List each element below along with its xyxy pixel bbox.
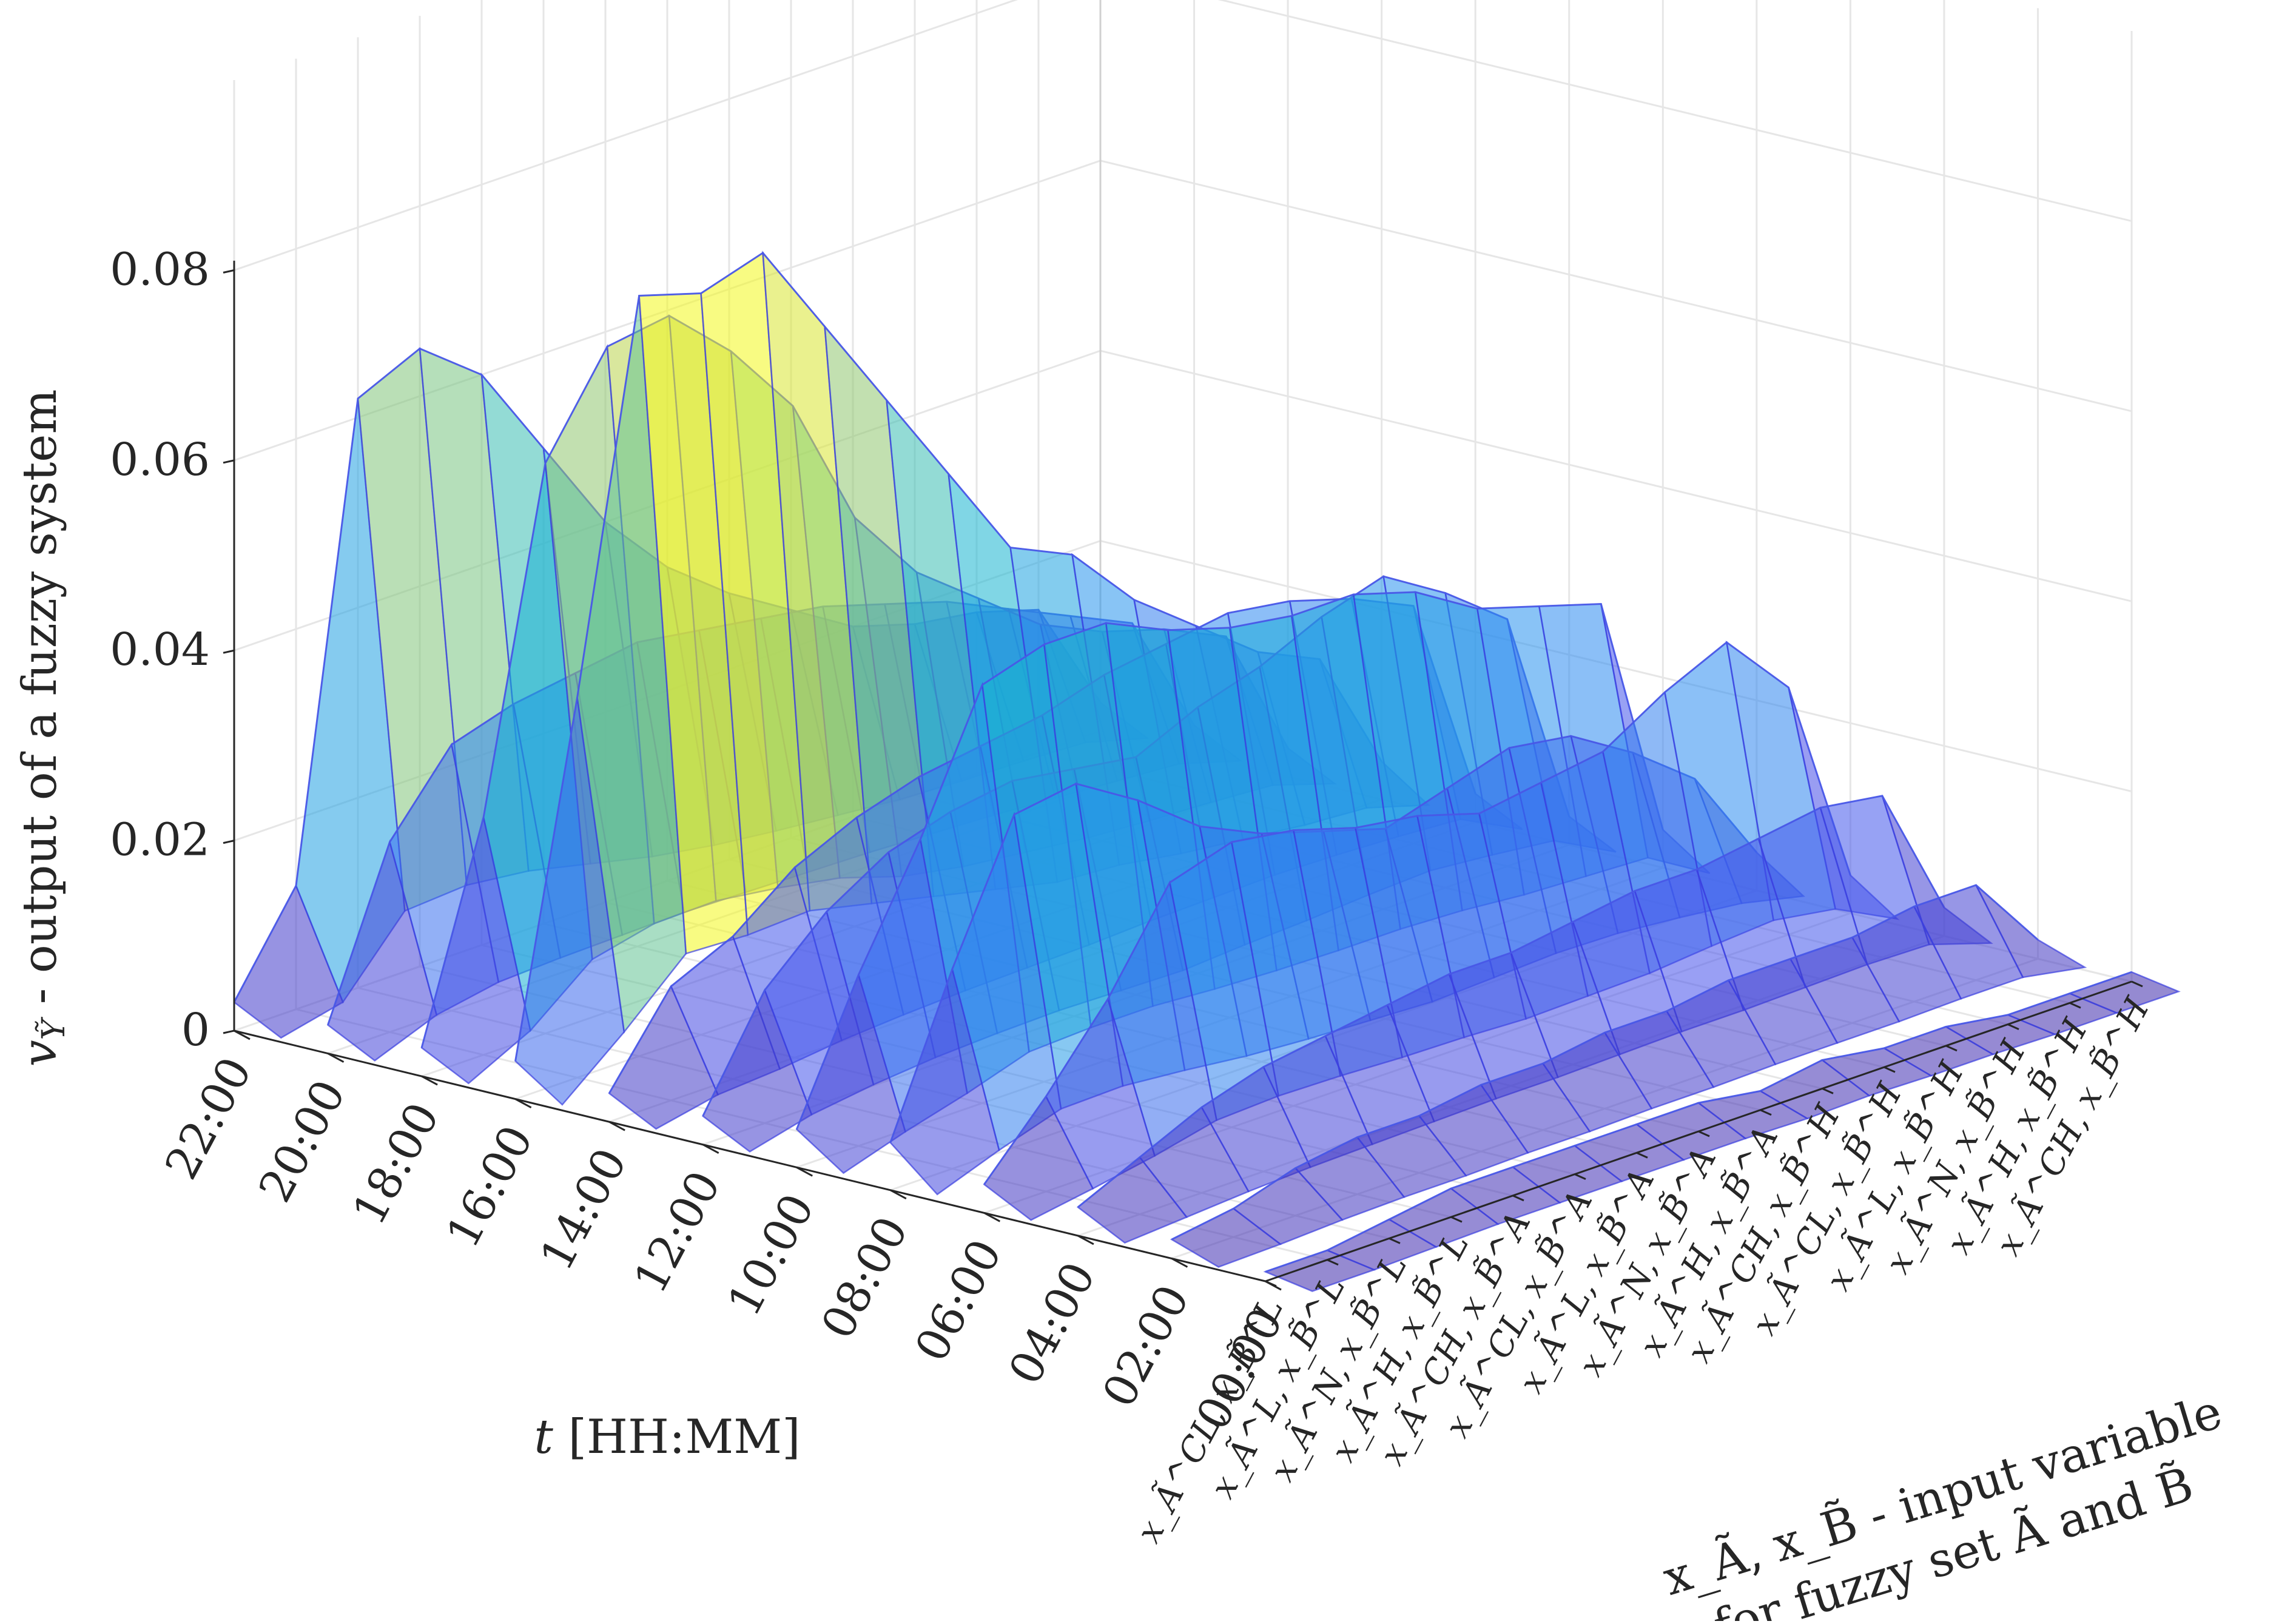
category-tick-mark (1945, 1045, 1958, 1052)
series-line (1077, 795, 1945, 1208)
t-tick-label: 04:00 (999, 1254, 1106, 1393)
t-tick-mark (514, 1098, 532, 1108)
grid-line (1100, 160, 2132, 413)
z-axis-label: vỸ - output of a fuzzy system (13, 389, 72, 1067)
category-tick-mark (1574, 1173, 1586, 1180)
z-tick-label: 0.08 (110, 243, 210, 295)
z-tick-mark (223, 459, 235, 464)
t-tick-mark (421, 1075, 438, 1086)
z-tick-mark (223, 269, 235, 274)
surface-ribbon (1170, 884, 2087, 1268)
t-tick-label: 10:00 (718, 1185, 824, 1324)
t-tick-mark (796, 1166, 813, 1177)
category-tick-mark (1327, 1259, 1339, 1266)
series-line (1265, 971, 2132, 1273)
grid-line (1100, 349, 2132, 602)
category-tick-mark (2069, 1002, 2081, 1009)
category-tick-mark (1512, 1194, 1524, 1202)
category-tick-mark (1636, 1151, 1648, 1159)
grid-line (234, 0, 1018, 271)
t-tick-mark (327, 1053, 345, 1063)
t-tick-label: 20:00 (249, 1072, 355, 1211)
category-tick-mark (1822, 1088, 1834, 1094)
category-tick-mark (1450, 1216, 1463, 1223)
series-line (1171, 884, 2039, 1241)
t-tick-label: 22:00 (155, 1049, 262, 1188)
t-tick-mark (890, 1189, 907, 1200)
axis-layer (223, 260, 2143, 1291)
t-tick-label: 12:00 (624, 1163, 731, 1302)
z-tick-label: 0.02 (110, 814, 210, 866)
t-tick-mark (1171, 1258, 1188, 1268)
t-tick-label: 02:00 (1093, 1277, 1199, 1416)
category-tick-mark (1698, 1130, 1710, 1137)
z-tick-mark (223, 1029, 235, 1034)
series-line (983, 641, 1851, 1185)
t-tick-label: 16:00 (436, 1117, 543, 1256)
t-tick-mark (702, 1144, 719, 1154)
surface-layer (233, 251, 2181, 1292)
t-tick-label: 08:00 (812, 1208, 918, 1347)
t-axis-label: t [HH:MM] (534, 1410, 800, 1464)
z-tick-label: 0.04 (110, 624, 210, 676)
t-tick-mark (234, 1029, 251, 1040)
t-tick-mark (983, 1212, 1001, 1222)
category-tick-mark (1884, 1066, 1896, 1073)
category-tick-mark (2007, 1023, 2019, 1030)
t-tick-label: 06:00 (905, 1231, 1012, 1370)
category-tick-mark (2131, 980, 2143, 988)
t-tick-label: 14:00 (530, 1140, 637, 1279)
category-tick-mark (1265, 1280, 1277, 1287)
surface-ribbon (1263, 971, 2181, 1292)
series-line (795, 591, 1664, 1130)
grid-line (1217, 0, 2132, 222)
t-tick-label: 18:00 (343, 1094, 449, 1233)
t-axis-line (234, 1029, 1266, 1282)
t-tick-mark (608, 1120, 625, 1131)
category-tick-mark (1389, 1238, 1401, 1244)
t-tick-mark (1077, 1235, 1094, 1245)
category-tick-mark (1760, 1109, 1772, 1116)
z-tick-mark (223, 840, 235, 844)
z-tick-label: 0.06 (110, 434, 210, 486)
z-tick-mark (223, 649, 235, 654)
z-tick-label: 0 (181, 1004, 210, 1056)
